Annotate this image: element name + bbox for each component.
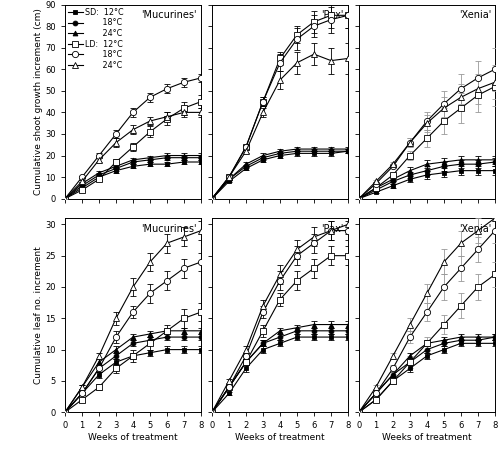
Text: 'Pax': 'Pax': [322, 224, 344, 234]
X-axis label: Weeks of treatment: Weeks of treatment: [382, 433, 472, 442]
Legend: SD:  12°C,        18°C,        24°C, LD:  12°C,        18°C,        24°C: SD: 12°C, 18°C, 24°C, LD: 12°C, 18°C, 24…: [68, 7, 124, 71]
Text: 'Xenia': 'Xenia': [458, 10, 491, 20]
X-axis label: Weeks of treatment: Weeks of treatment: [88, 433, 178, 442]
Y-axis label: Cumulative leaf no. increment: Cumulative leaf no. increment: [34, 246, 42, 384]
Text: 'Mucurines': 'Mucurines': [142, 224, 197, 234]
Text: 'Mucurines': 'Mucurines': [142, 10, 197, 20]
Y-axis label: Cumulative shoot growth increment (cm): Cumulative shoot growth increment (cm): [34, 8, 42, 195]
Text: 'Pax': 'Pax': [322, 10, 344, 20]
Text: 'Xenia': 'Xenia': [458, 224, 491, 234]
X-axis label: Weeks of treatment: Weeks of treatment: [235, 433, 325, 442]
